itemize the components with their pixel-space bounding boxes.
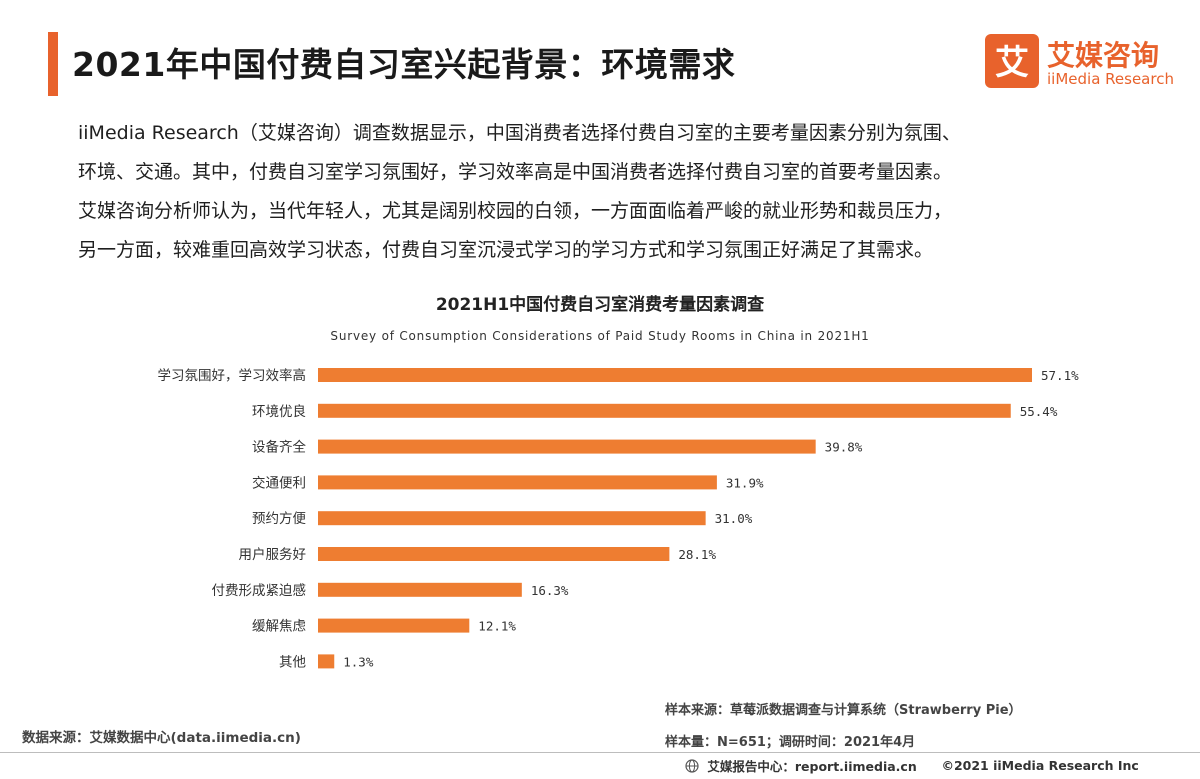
footer-report-center: 艾媒报告中心：report.iimedia.cn	[707, 759, 917, 774]
category-label: 环境优良	[252, 404, 306, 420]
intro-line: iiMedia Research（艾媒咨询）调查数据显示，中国消费者选择付费自习…	[78, 122, 961, 144]
globe-icon	[685, 758, 699, 773]
category-label: 缓解焦虑	[252, 619, 306, 635]
logo-mark-icon: 艾	[985, 34, 1039, 88]
bar	[318, 618, 470, 633]
value-label: 31.9%	[726, 475, 764, 490]
category-label: 付费形成紧迫感	[212, 582, 307, 599]
bar-chart: 学习氛围好，学习效率高 57.1% 环境优良 55.4% 设备齐全 39.8% 交通便利 31…	[158, 367, 1080, 670]
page-title: 2021年中国付费自习室兴起背景：环境需求	[72, 45, 736, 84]
value-label: 55.4%	[1020, 404, 1058, 419]
value-label: 28.1%	[678, 547, 716, 562]
intro-line: 环境、交通。其中，付费自习室学习氛围好，学习效率高是中国消费者选择付费自习室的首…	[78, 161, 953, 183]
category-label: 学习氛围好，学习效率高	[158, 367, 307, 384]
bar	[318, 403, 1011, 418]
intro-line: 另一方面，较难重回高效学习状态，付费自习室沉浸式学习的学习方式和学习氛围正好满足…	[78, 239, 934, 261]
intro-line: 艾媒咨询分析师认为，当代年轻人，尤其是阔别校园的白领，一方面面临着严峻的就业形势…	[78, 200, 953, 222]
title-accent-bar	[48, 32, 58, 96]
value-label: 31.0%	[715, 511, 753, 526]
company-logo: 艾 艾媒咨询 iiMedia Research	[985, 32, 1185, 92]
bar	[318, 475, 717, 490]
value-label: 39.8%	[825, 440, 863, 455]
bar	[318, 439, 816, 454]
logo-mark-glyph: 艾	[995, 43, 1029, 83]
bar	[318, 582, 522, 597]
bar	[318, 654, 335, 669]
logo-name-en: iiMedia Research	[1047, 70, 1174, 88]
value-label: 1.3%	[343, 654, 374, 669]
category-label: 交通便利	[252, 474, 306, 491]
data-source: 数据来源：艾媒数据中心(data.iimedia.cn)	[22, 730, 301, 746]
sample-size: 样本量：N=651；调研时间：2021年4月	[665, 735, 916, 750]
bar	[318, 547, 670, 561]
value-label: 16.3%	[531, 583, 569, 598]
footer-copyright: ©2021 iiMedia Research Inc	[941, 758, 1139, 773]
footer: 艾媒报告中心：report.iimedia.cn ©2021 iiMedia R…	[685, 756, 1139, 776]
chart-subtitle: Survey of Consumption Considerations of …	[330, 329, 870, 343]
footer-divider	[0, 752, 1200, 753]
value-label: 12.1%	[478, 619, 516, 634]
category-label: 设备齐全	[252, 439, 306, 456]
category-label: 用户服务好	[239, 546, 307, 563]
intro-paragraph: iiMedia Research（艾媒咨询）调查数据显示，中国消费者选择付费自习…	[78, 114, 1158, 270]
chart-title: 2021H1中国付费自习室消费考量因素调查	[435, 295, 765, 315]
sample-source: 样本来源：草莓派数据调查与计算系统（Strawberry Pie）	[665, 703, 1022, 718]
category-label: 预约方便	[252, 511, 306, 527]
bar	[318, 368, 1032, 382]
category-label: 其他	[279, 654, 306, 670]
logo-name-cn: 艾媒咨询	[1047, 39, 1160, 72]
value-label: 57.1%	[1041, 368, 1079, 383]
bar	[318, 511, 706, 526]
